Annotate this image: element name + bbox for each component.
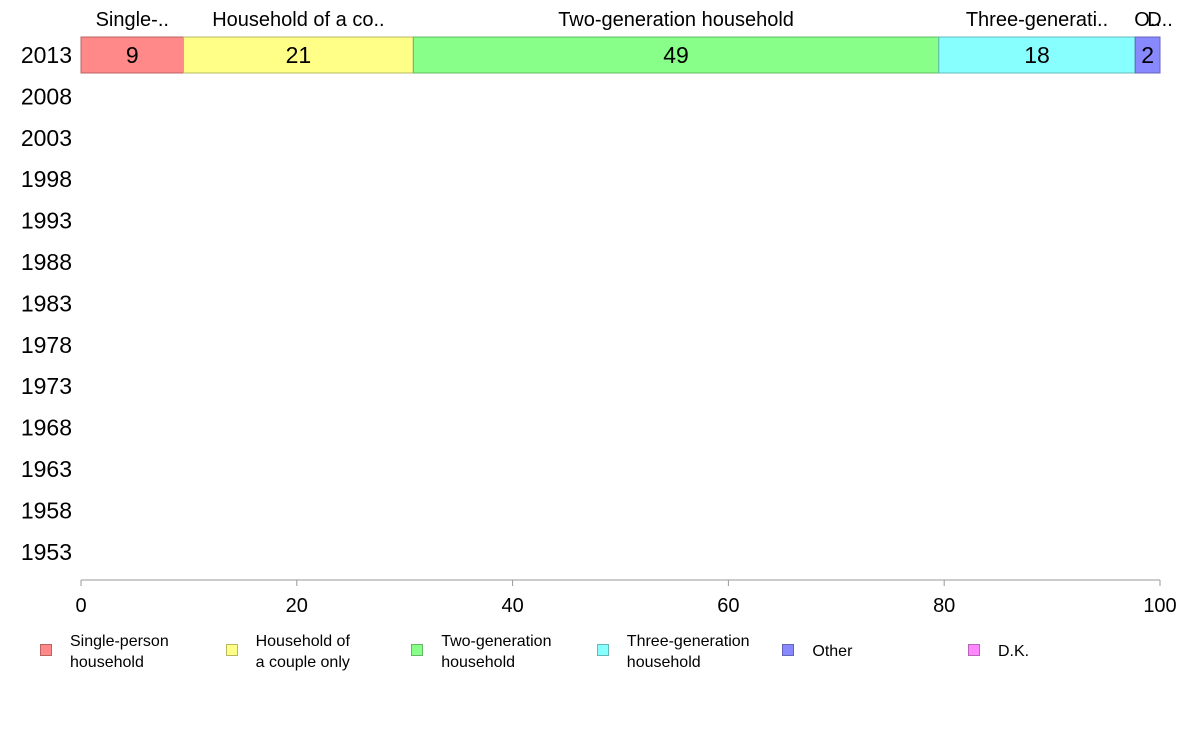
year-label: 1978 [21,332,72,358]
year-axis-labels: 2013 2008 2003 1998 1993 1988 1983 1978 1973 1968… [21,42,72,565]
year-label: 2008 [21,83,72,109]
x-tick-label: 40 [501,595,523,617]
segment-header-label: Single-.. [96,9,169,31]
stacked-bar-chart: Single-.. Household of a co.. Two-generati… [21,9,1177,617]
bar-segment [1134,36,1161,74]
legend-label: Other [812,643,853,660]
year-label: 1998 [21,166,72,192]
year-label: 1963 [21,456,72,482]
segment-value-label: 21 [286,42,312,68]
segment-header-label: O.. [1134,9,1161,31]
legend-label: Three-generation household [626,633,750,671]
year-label: 2013 [21,42,72,68]
legend-swatch [596,644,609,656]
segment-header-labels: Single-.. Household of a co.. Two-generati… [96,9,1173,31]
legend-swatch [968,644,980,656]
year-label: 1973 [21,373,72,399]
legend-label: Two-generation household [441,633,552,671]
year-label: 1968 [21,415,72,441]
year-label: 2003 [21,125,72,151]
segment-header-label: Two-generation household [558,9,794,31]
year-label: 1993 [21,208,72,234]
segment-header-label: Three-generati.. [966,9,1108,31]
x-tick-label: 20 [286,595,308,617]
x-tick-label: 0 [75,595,86,617]
legend-swatch [40,644,52,656]
segment-value-label: 49 [663,42,689,68]
year-label: 1958 [21,497,72,523]
legend-swatch [782,644,795,656]
segment-value-label: 2 [1141,42,1154,68]
x-tick-label: 80 [933,595,955,617]
legend-swatch [225,644,238,656]
segment-header-label: Household of a co.. [212,9,384,31]
bar-segments [80,36,1161,74]
segment-value-label: 18 [1024,42,1050,68]
bar-segment [183,36,414,74]
segment-value-labels: 9 21 49 18 2 [126,42,1154,68]
x-axis: 0 20 40 60 80 100 [75,579,1177,617]
segment-header-label: D.. [1147,9,1173,31]
x-tick-label: 100 [1143,595,1176,617]
x-tick-label: 60 [717,595,739,617]
legend-swatch [411,644,424,656]
legend-label: D.K. [998,643,1030,660]
year-label: 1988 [21,249,72,275]
year-label: 1983 [21,290,72,316]
legend-label: Single-person household [70,633,169,671]
year-label: 1953 [21,539,72,565]
segment-value-label: 9 [126,42,139,68]
legend-label: Household of a couple only [255,633,350,671]
legend: Single-person household Household of a coup… [0,628,1188,678]
